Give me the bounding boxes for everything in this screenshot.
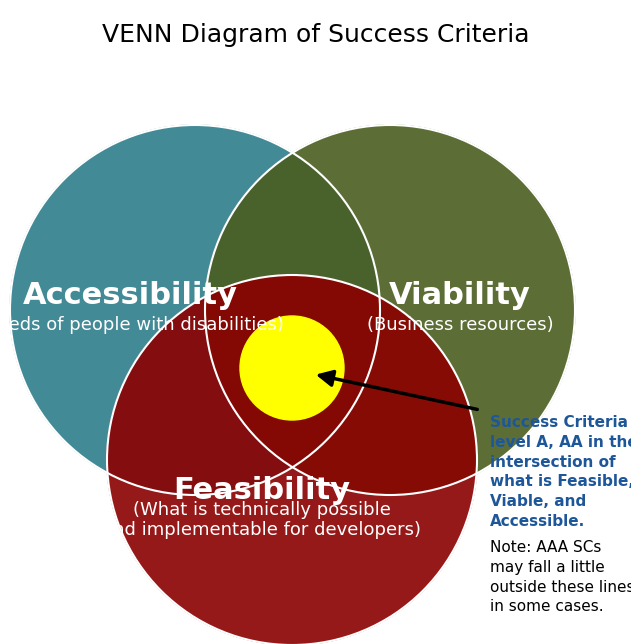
Circle shape (107, 275, 477, 644)
Text: (What is technically possible
and implementable for developers): (What is technically possible and implem… (102, 500, 422, 540)
Text: Viability: Viability (389, 281, 531, 310)
Text: (Needs of people with disabilities): (Needs of people with disabilities) (0, 316, 283, 334)
Text: VENN Diagram of Success Criteria: VENN Diagram of Success Criteria (102, 23, 529, 47)
Text: (Business resources): (Business resources) (367, 316, 553, 334)
Circle shape (10, 125, 380, 495)
Text: Note: AAA SCs
may fall a little
outside these lines
in some cases.: Note: AAA SCs may fall a little outside … (490, 540, 631, 614)
Circle shape (205, 125, 575, 495)
Text: Accessibility: Accessibility (23, 281, 237, 310)
Circle shape (240, 316, 344, 420)
Text: Feasibility: Feasibility (174, 475, 351, 504)
Text: Success Criteria
level A, AA in the
intersection of
what is Feasible,
Viable, an: Success Criteria level A, AA in the inte… (490, 415, 631, 529)
